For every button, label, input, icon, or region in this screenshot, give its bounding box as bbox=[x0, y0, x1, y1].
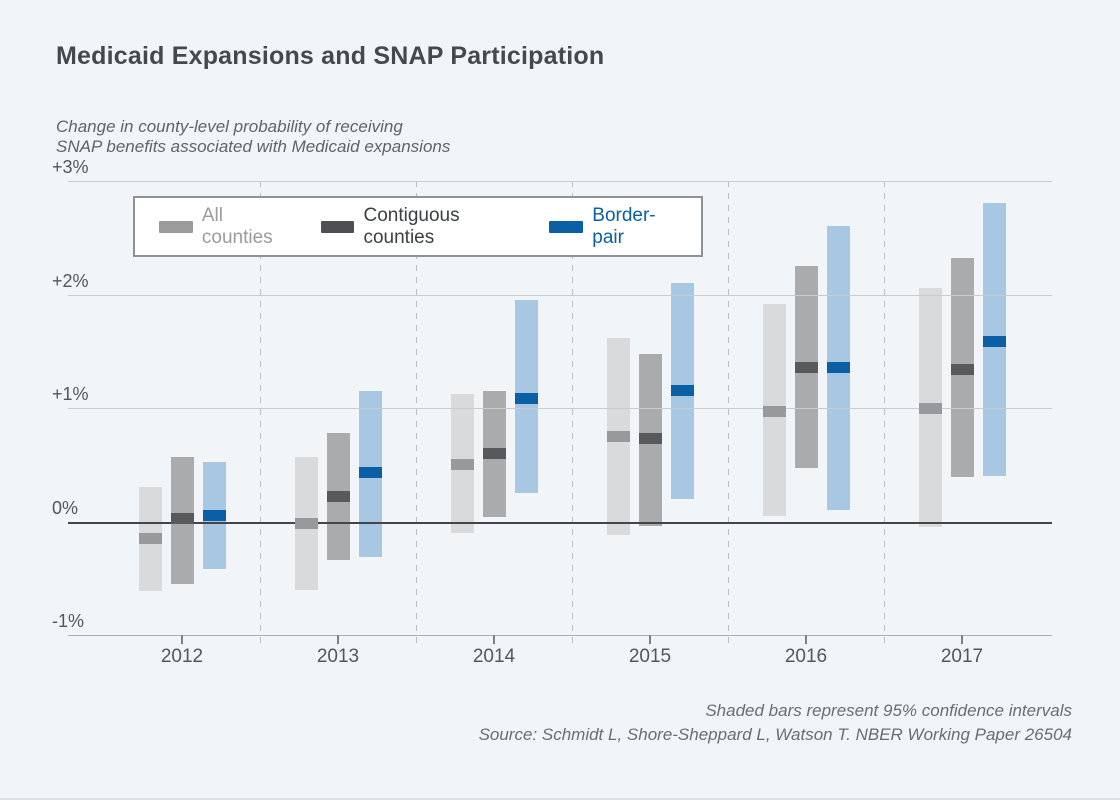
year-separator-3 bbox=[728, 181, 729, 648]
point-estimate-2014-all-counties bbox=[450, 459, 474, 471]
point-estimate-2015-all-counties bbox=[606, 430, 630, 442]
point-estimate-2016-border-pair bbox=[826, 361, 850, 373]
point-estimate-2013-border-pair bbox=[358, 467, 382, 479]
footnote-ci-note: Shaded bars represent 95% confidence int… bbox=[705, 701, 1072, 720]
x-axis-tick-2012 bbox=[181, 635, 183, 644]
x-axis-label-2012: 2012 bbox=[160, 646, 204, 667]
legend-item-contiguous-counties: Contiguous counties bbox=[320, 204, 518, 249]
y-axis-label-+3%: +3% bbox=[52, 157, 89, 177]
year-separator-4 bbox=[884, 181, 885, 648]
gridline-+1% bbox=[68, 408, 1052, 409]
x-axis-label-2014: 2014 bbox=[472, 646, 516, 667]
chart-footnote: Shaded bars represent 95% confidence int… bbox=[479, 699, 1072, 747]
point-estimate-2016-all-counties bbox=[762, 405, 786, 417]
point-estimate-2012-contiguous-counties bbox=[170, 512, 194, 524]
x-axis-label-2017: 2017 bbox=[940, 646, 984, 667]
point-estimate-2012-border-pair bbox=[202, 510, 226, 522]
chart-legend: All counties Contiguous counties Border-… bbox=[133, 196, 703, 257]
gridline-+2% bbox=[68, 294, 1052, 296]
point-estimate-2015-contiguous-counties bbox=[638, 433, 662, 445]
chart-subtitle: Change in county-level probability of re… bbox=[56, 117, 450, 157]
y-axis-label-+1%: +1% bbox=[52, 384, 89, 404]
page-title: Medicaid Expansions and SNAP Participati… bbox=[56, 42, 605, 70]
x-axis-tick-2016 bbox=[805, 635, 807, 644]
border-pair-swatch-icon bbox=[549, 220, 584, 233]
point-estimate-2014-contiguous-counties bbox=[482, 447, 506, 459]
x-axis-label-2015: 2015 bbox=[628, 646, 672, 667]
y-axis-label--1%: -1% bbox=[52, 611, 85, 631]
legend-item-border-pair: Border-pair bbox=[549, 205, 677, 249]
x-axis-label-2013: 2013 bbox=[316, 646, 360, 667]
point-estimate-2015-border-pair bbox=[670, 385, 694, 397]
point-estimate-2017-border-pair bbox=[982, 335, 1006, 347]
point-estimate-2016-contiguous-counties bbox=[794, 361, 818, 373]
gridline--1% bbox=[68, 635, 1052, 636]
point-estimate-2017-all-counties bbox=[918, 402, 942, 414]
legend-label-border-pair: Border-pair bbox=[592, 204, 656, 248]
legend-item-all-counties: All counties bbox=[159, 205, 289, 249]
x-axis-tick-2013 bbox=[337, 635, 339, 644]
y-axis-label-+2%: +2% bbox=[52, 270, 89, 291]
chart-subtitle-line1: Change in county-level probability of re… bbox=[56, 117, 403, 136]
x-axis-tick-2015 bbox=[649, 635, 651, 644]
x-axis-tick-2014 bbox=[493, 635, 495, 644]
legend-label-all-counties: All counties bbox=[201, 204, 273, 248]
year-separator-0 bbox=[260, 181, 261, 648]
point-estimate-2014-border-pair bbox=[514, 393, 538, 405]
footnote-source: Source: Schmidt L, Shore-Sheppard L, Wat… bbox=[478, 725, 1072, 744]
gridline-+3% bbox=[68, 181, 1052, 182]
year-separator-1 bbox=[416, 181, 417, 648]
point-estimate-2012-all-counties bbox=[138, 533, 162, 545]
x-axis-tick-2017 bbox=[961, 635, 963, 644]
chart-subtitle-line2: SNAP benefits associated with Medicaid e… bbox=[56, 137, 451, 156]
point-estimate-2013-all-counties bbox=[294, 518, 318, 530]
x-axis-label-2016: 2016 bbox=[784, 646, 828, 667]
year-separator-2 bbox=[572, 181, 573, 648]
point-estimate-2017-contiguous-counties bbox=[950, 363, 974, 375]
legend-label-contiguous-counties: Contiguous counties bbox=[363, 204, 460, 248]
contiguous-counties-swatch-icon bbox=[320, 220, 355, 233]
point-estimate-2013-contiguous-counties bbox=[326, 491, 350, 503]
all-counties-swatch-icon bbox=[159, 220, 193, 233]
y-axis-label-0%: 0% bbox=[52, 497, 79, 518]
gridline-0% bbox=[68, 521, 1052, 524]
